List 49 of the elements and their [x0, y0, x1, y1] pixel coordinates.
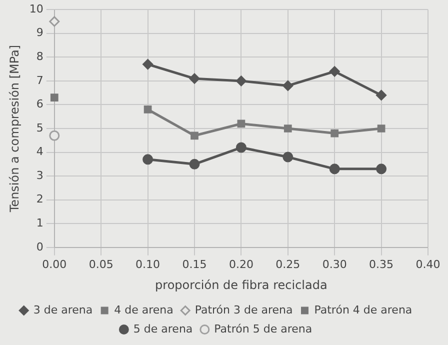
- point: [376, 164, 387, 174]
- point: [189, 73, 200, 84]
- point: [329, 164, 340, 174]
- y-tick-label: 10: [29, 2, 44, 16]
- x-tick-label: 0.35: [369, 258, 394, 271]
- x-tick-label: 0.10: [136, 258, 160, 271]
- x-tick-label: 0.40: [416, 258, 440, 271]
- y-tick-label: 7: [36, 74, 44, 87]
- y-tick-label: 3: [36, 168, 44, 182]
- x-tick-label: 0.15: [182, 258, 207, 271]
- legend-label: Patrón 3 de arena: [194, 303, 293, 316]
- legend-label: Patrón 4 de arena: [314, 303, 412, 316]
- y-tick-label: 4: [36, 145, 44, 158]
- point: [237, 120, 246, 128]
- point: [49, 130, 60, 141]
- y-axis-title: Tensión a compresión [MPa]: [7, 44, 22, 214]
- x-tick-label: 0.30: [322, 258, 347, 271]
- point: [284, 124, 292, 132]
- point: [50, 94, 58, 102]
- point: [282, 80, 294, 91]
- point: [236, 76, 246, 86]
- y-tick-label: 0: [36, 240, 44, 254]
- point: [377, 124, 386, 132]
- legend-label: 3 de arena: [33, 303, 93, 316]
- point: [330, 129, 339, 138]
- x-tick-label: 0.00: [42, 258, 67, 271]
- point: [142, 154, 154, 165]
- y-tick-label: 6: [36, 98, 44, 111]
- y-tick-label: 2: [36, 192, 44, 206]
- point: [376, 90, 387, 100]
- point: [49, 16, 60, 27]
- x-tick-label: 0.05: [88, 258, 114, 271]
- point: [142, 59, 154, 70]
- point: [190, 132, 198, 140]
- point: [144, 106, 152, 114]
- x-tick-label: 0.20: [228, 258, 254, 271]
- x-axis-title: proporción de fibra reciclada: [155, 278, 328, 292]
- point: [282, 152, 294, 162]
- x-tick-label: 0.25: [276, 258, 300, 271]
- y-tick-label: 1: [36, 216, 44, 230]
- y-tick-label: 5: [36, 121, 44, 134]
- y-tick-label: 8: [36, 50, 44, 64]
- point: [236, 142, 246, 153]
- y-tick-label: 9: [36, 26, 44, 40]
- point: [329, 66, 340, 77]
- legend-label: 5 de arena: [133, 322, 193, 336]
- point: [189, 158, 200, 170]
- legend-label: Patrón 5 de arena: [214, 322, 312, 336]
- legend-label: 4 de arena: [114, 303, 174, 316]
